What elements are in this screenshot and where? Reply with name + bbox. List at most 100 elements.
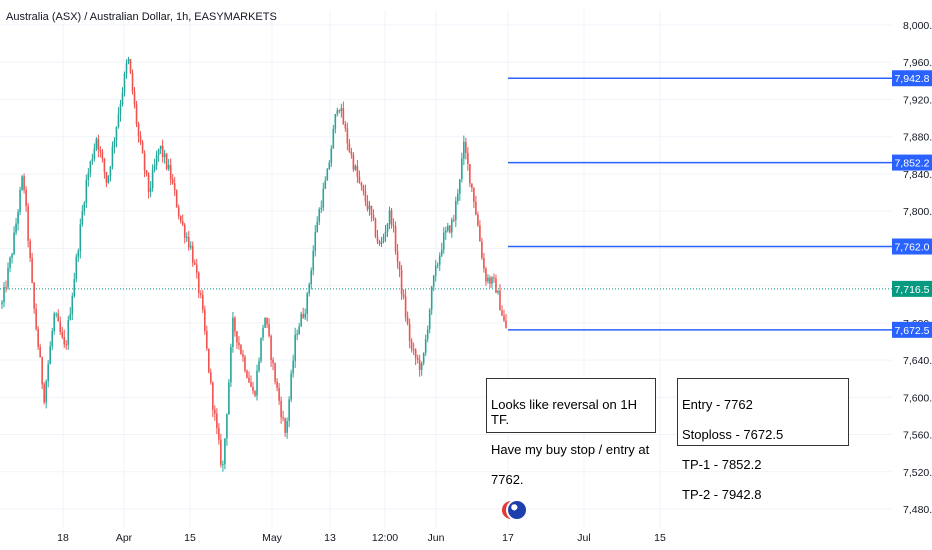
candle-body [147, 173, 150, 192]
candle-body [29, 240, 31, 259]
candle-body [459, 179, 461, 194]
candle-body [354, 165, 357, 170]
candle-body [220, 439, 222, 465]
candle-body [326, 169, 329, 181]
candle-body [53, 313, 56, 332]
candle-body [145, 170, 148, 174]
level-badge[interactable] [892, 70, 932, 87]
level-badge[interactable] [892, 238, 932, 255]
x-tick-label: 12:00 [372, 532, 398, 544]
candle-body [316, 221, 319, 232]
candle-body [465, 141, 467, 153]
candle-body [400, 269, 403, 295]
candle-body [310, 270, 313, 285]
price-levels [508, 77, 892, 331]
candle-body [129, 58, 132, 73]
australia-flag-icon[interactable] [506, 499, 528, 521]
candle-body [39, 346, 41, 358]
candle-body [93, 148, 96, 159]
candle-body [238, 342, 240, 346]
time-axis[interactable]: 18 Apr 15 May 13 12:00 Jun 17 Jul 15 [57, 532, 666, 544]
candle-body [115, 126, 118, 141]
candle-body [304, 314, 307, 318]
y-tick-label: 7,520.0 [903, 467, 932, 479]
candle-body [31, 258, 33, 283]
candle-body [179, 215, 182, 222]
candle-body [342, 108, 345, 125]
x-tick-label: Apr [116, 532, 133, 544]
candle-body [222, 464, 224, 466]
candle-body [256, 370, 258, 396]
candle-body [159, 145, 162, 150]
candle-body [278, 387, 280, 401]
candle-body [59, 321, 62, 333]
candle-body [352, 154, 355, 170]
candle-body [242, 354, 244, 357]
candle-body [25, 189, 27, 207]
y-tick-label: 7,880.0 [903, 132, 932, 144]
candle-body [181, 221, 184, 225]
candle-body [47, 364, 49, 382]
candle-body [396, 251, 399, 262]
candle-body [248, 377, 250, 383]
candle-body [165, 153, 168, 169]
candle-body [376, 236, 379, 242]
candle-body [226, 414, 228, 439]
candle-body [199, 293, 202, 295]
candle-body [314, 231, 317, 251]
candle-body [119, 104, 122, 115]
price-axis[interactable]: 8,000.0 7,960.0 7,920.0 7,880.0 7,840.0 7,800… [892, 20, 932, 516]
current-price-badge[interactable] [892, 280, 932, 297]
candle-body [175, 190, 178, 208]
candle-body [340, 108, 343, 111]
candle-body [210, 372, 212, 383]
candle-body [286, 421, 288, 433]
candle-body [55, 313, 58, 315]
candle-body [412, 349, 415, 351]
candle-body [467, 152, 469, 165]
candle-body [483, 257, 485, 269]
candle-body [113, 140, 116, 147]
x-tick-label: 13 [324, 532, 336, 544]
candle-body [133, 91, 136, 105]
level-badge-label: 7,942.8 [894, 73, 929, 85]
candle-body [268, 324, 270, 337]
candle-body [187, 237, 190, 248]
candle-body [123, 73, 126, 93]
candle-body [384, 231, 387, 237]
level-badge-label: 7,672.5 [894, 325, 929, 337]
candle-body [17, 211, 19, 224]
candle-body [137, 123, 140, 136]
candle-body [99, 150, 102, 152]
annotation-note-levels[interactable]: Entry - 7762 Stoploss - 7672.5 TP-1 - 78… [677, 378, 849, 502]
candle-body [318, 209, 321, 222]
current-price-label: 7,716.5 [894, 284, 929, 296]
candle-body [344, 124, 347, 129]
candle-body [497, 290, 499, 293]
annotation-note-reversal[interactable]: Looks like reversal on 1H TF. Have my bu… [486, 378, 656, 487]
candle-body [493, 277, 495, 279]
candle-body [183, 224, 186, 238]
candle-body [487, 277, 489, 282]
candle-body [254, 391, 256, 396]
candle-body [155, 155, 158, 166]
candle-body [195, 264, 198, 273]
candle-body [446, 225, 449, 231]
candle-body [117, 114, 120, 127]
candle-body [75, 256, 78, 280]
candle-body [206, 331, 208, 349]
candle-body [378, 241, 381, 244]
candle-body [292, 360, 294, 374]
level-badge[interactable] [892, 321, 932, 338]
candle-body [13, 232, 15, 255]
candle-body [109, 166, 112, 176]
candle-body [167, 165, 170, 169]
candle-body [163, 153, 166, 158]
candle-body [77, 251, 80, 257]
candle-body [426, 329, 429, 339]
x-tick-label: May [262, 532, 283, 544]
candle-body [63, 337, 66, 345]
level-badge[interactable] [892, 154, 932, 171]
candle-body [356, 165, 359, 177]
